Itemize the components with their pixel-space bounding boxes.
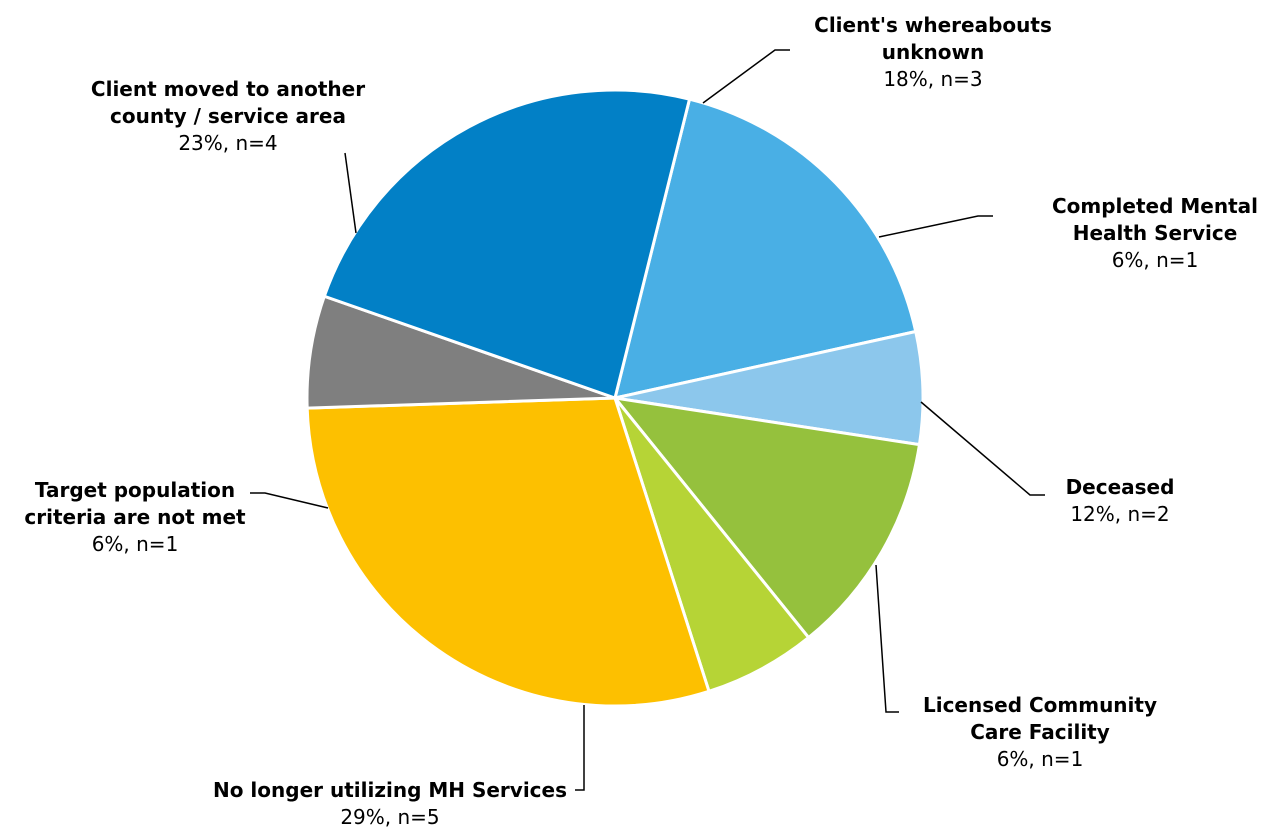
slice-label-3: Licensed Community Care Facility 6%, n=1 (923, 693, 1157, 771)
slice-label-value: 6%, n=1 (997, 747, 1084, 771)
leader-line-2 (920, 401, 1045, 496)
leader-line-0 (702, 49, 790, 104)
leader-line-3 (875, 564, 899, 713)
leader-lines-layer (250, 49, 1045, 791)
slice-label-value: 18%, n=3 (883, 67, 982, 91)
slice-label-name: No longer utilizing MH Services (213, 778, 567, 802)
slice-label-name: Target population (35, 478, 235, 502)
slice-label-4: No longer utilizing MH Services 29%, n=5 (213, 778, 567, 829)
leader-line-1 (878, 215, 993, 238)
slice-label-0: Client's whereabouts unknown 18%, n=3 (814, 13, 1052, 91)
slice-label-value: 23%, n=4 (178, 131, 277, 155)
slice-label-1: Completed Mental Health Service 6%, n=1 (1052, 194, 1258, 272)
slice-label-name: Deceased (1066, 475, 1175, 499)
pie-slice-4 (305, 396, 711, 708)
slice-label-name: Licensed Community (923, 693, 1157, 717)
slice-label-name: Client's whereabouts (814, 13, 1052, 37)
pie-slice-0 (612, 97, 918, 400)
slice-label-5: Target population criteria are not met 6%,… (24, 478, 246, 556)
slice-label-name: criteria are not met (24, 505, 246, 529)
leader-line-4 (575, 705, 585, 791)
leader-line-6 (344, 152, 357, 234)
slice-label-value: 6%, n=1 (1112, 248, 1199, 272)
pie-slice-2 (611, 395, 922, 640)
slice-label-name: unknown (882, 40, 984, 64)
slice-label-name: Completed Mental (1052, 194, 1258, 218)
slice-label-name: Client moved to another (91, 77, 365, 101)
slice-label-name: county / service area (110, 104, 346, 128)
pie-slice-6 (322, 88, 692, 400)
slices-layer (305, 88, 925, 708)
slice-label-6: Client moved to another county / service … (91, 77, 365, 155)
leader-line-5 (250, 492, 329, 509)
labels-layer: Client's whereabouts unknown 18%, n=3 Compl… (24, 13, 1258, 829)
slice-label-value: 6%, n=1 (92, 532, 179, 556)
slice-label-name: Health Service (1073, 221, 1238, 245)
slice-label-value: 12%, n=2 (1070, 502, 1169, 526)
slice-label-2: Deceased 12%, n=2 (1066, 475, 1175, 526)
slice-label-value: 29%, n=5 (340, 805, 439, 829)
slice-label-name: Care Facility (970, 720, 1110, 744)
